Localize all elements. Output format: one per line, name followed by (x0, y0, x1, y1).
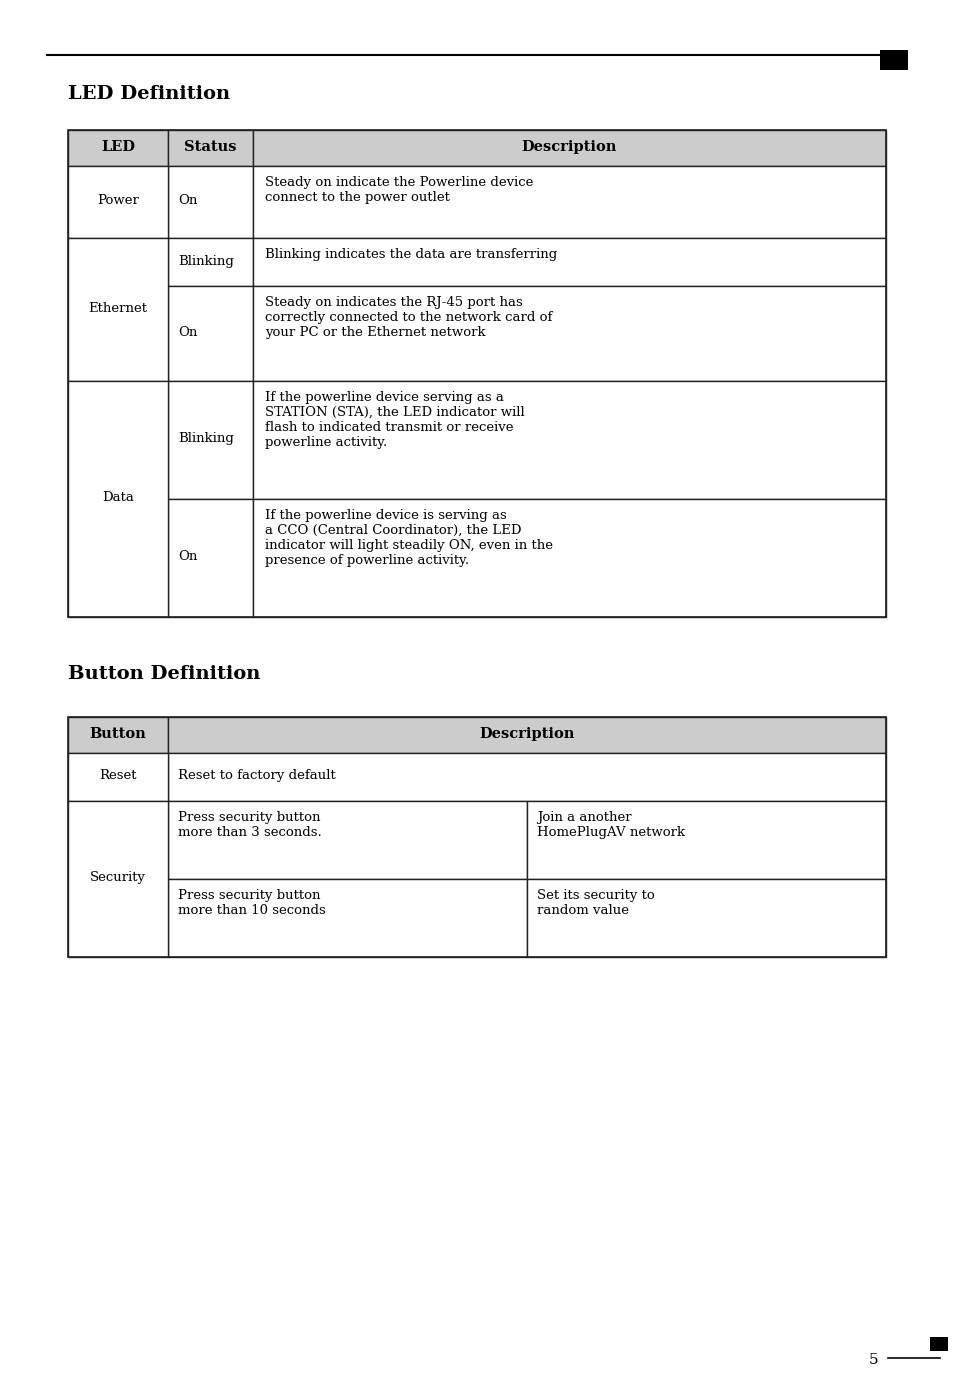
Text: On: On (178, 551, 197, 563)
Text: If the powerline device serving as a
STATION (STA), the LED indicator will
flash: If the powerline device serving as a STA… (265, 392, 524, 448)
Bar (168, 717, 885, 753)
Text: LED Definition: LED Definition (68, 84, 230, 102)
Text: On: On (178, 195, 197, 208)
Bar (68, 381, 168, 617)
Bar (168, 879, 526, 956)
Text: Description: Description (521, 140, 617, 154)
Text: Ethernet: Ethernet (89, 302, 148, 316)
Bar (253, 166, 885, 238)
Text: Data: Data (102, 491, 133, 505)
Text: Button: Button (90, 727, 146, 740)
Bar (879, 50, 907, 71)
Bar (168, 286, 253, 381)
Text: Status: Status (184, 140, 236, 154)
Text: Steady on indicates the RJ-45 port has
correctly connected to the network card o: Steady on indicates the RJ-45 port has c… (265, 296, 552, 339)
Bar (68, 130, 885, 617)
Bar (253, 500, 885, 617)
Text: Press security button
more than 3 seconds.: Press security button more than 3 second… (178, 811, 321, 839)
Text: Blinking indicates the data are transferring: Blinking indicates the data are transfer… (265, 248, 557, 262)
Bar (68, 717, 168, 753)
Text: Join a another
HomePlugAV network: Join a another HomePlugAV network (537, 811, 684, 839)
Text: Button Definition: Button Definition (68, 664, 260, 682)
Bar (929, 1337, 947, 1351)
Text: Press security button
more than 10 seconds: Press security button more than 10 secon… (178, 889, 325, 918)
Text: LED: LED (101, 140, 135, 154)
Text: 5: 5 (867, 1354, 877, 1367)
Text: Blinking: Blinking (178, 432, 233, 446)
Text: Steady on indicate the Powerline device
connect to the power outlet: Steady on indicate the Powerline device … (265, 176, 533, 203)
Bar (68, 130, 168, 166)
Text: Blinking: Blinking (178, 255, 233, 267)
Text: Set its security to
random value: Set its security to random value (537, 889, 654, 918)
Bar (526, 879, 885, 956)
Bar (68, 166, 168, 238)
Bar (68, 801, 168, 956)
Bar (253, 286, 885, 381)
Text: On: On (178, 327, 197, 339)
Bar (168, 238, 253, 286)
Bar (253, 381, 885, 500)
Bar (253, 130, 885, 166)
Bar (168, 753, 885, 801)
Bar (253, 238, 885, 286)
Text: Description: Description (478, 727, 574, 740)
Bar (68, 753, 168, 801)
Text: If the powerline device is serving as
a CCO (Central Coordinator), the LED
indic: If the powerline device is serving as a … (265, 509, 553, 567)
Text: Reset: Reset (99, 770, 136, 782)
Bar (168, 130, 253, 166)
Text: Reset to factory default: Reset to factory default (178, 770, 335, 782)
Text: Power: Power (97, 195, 139, 208)
Bar (168, 500, 253, 617)
Bar (68, 238, 168, 381)
Bar (168, 381, 253, 500)
Bar (168, 801, 526, 879)
Text: Security: Security (90, 872, 146, 884)
Bar (168, 166, 253, 238)
Bar (68, 717, 885, 956)
Bar (526, 801, 885, 879)
